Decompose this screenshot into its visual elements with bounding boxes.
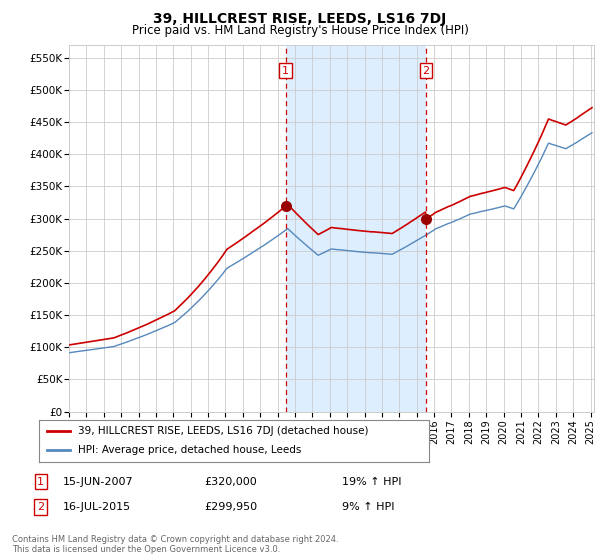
Bar <box>286 45 426 412</box>
Text: 15-JUN-2007: 15-JUN-2007 <box>63 477 134 487</box>
Text: 1: 1 <box>282 66 289 76</box>
Text: 2: 2 <box>37 502 44 512</box>
Text: HPI: Average price, detached house, Leeds: HPI: Average price, detached house, Leed… <box>78 445 301 455</box>
Text: Price paid vs. HM Land Registry's House Price Index (HPI): Price paid vs. HM Land Registry's House … <box>131 24 469 36</box>
Text: Contains HM Land Registry data © Crown copyright and database right 2024.
This d: Contains HM Land Registry data © Crown c… <box>12 535 338 554</box>
Text: 39, HILLCREST RISE, LEEDS, LS16 7DJ (detached house): 39, HILLCREST RISE, LEEDS, LS16 7DJ (det… <box>78 426 368 436</box>
Text: £299,950: £299,950 <box>204 502 257 512</box>
Text: 16-JUL-2015: 16-JUL-2015 <box>63 502 131 512</box>
Text: 2: 2 <box>422 66 430 76</box>
Text: 9% ↑ HPI: 9% ↑ HPI <box>342 502 395 512</box>
Text: 19% ↑ HPI: 19% ↑ HPI <box>342 477 401 487</box>
Text: £320,000: £320,000 <box>204 477 257 487</box>
Text: 39, HILLCREST RISE, LEEDS, LS16 7DJ: 39, HILLCREST RISE, LEEDS, LS16 7DJ <box>154 12 446 26</box>
Text: 1: 1 <box>37 477 44 487</box>
